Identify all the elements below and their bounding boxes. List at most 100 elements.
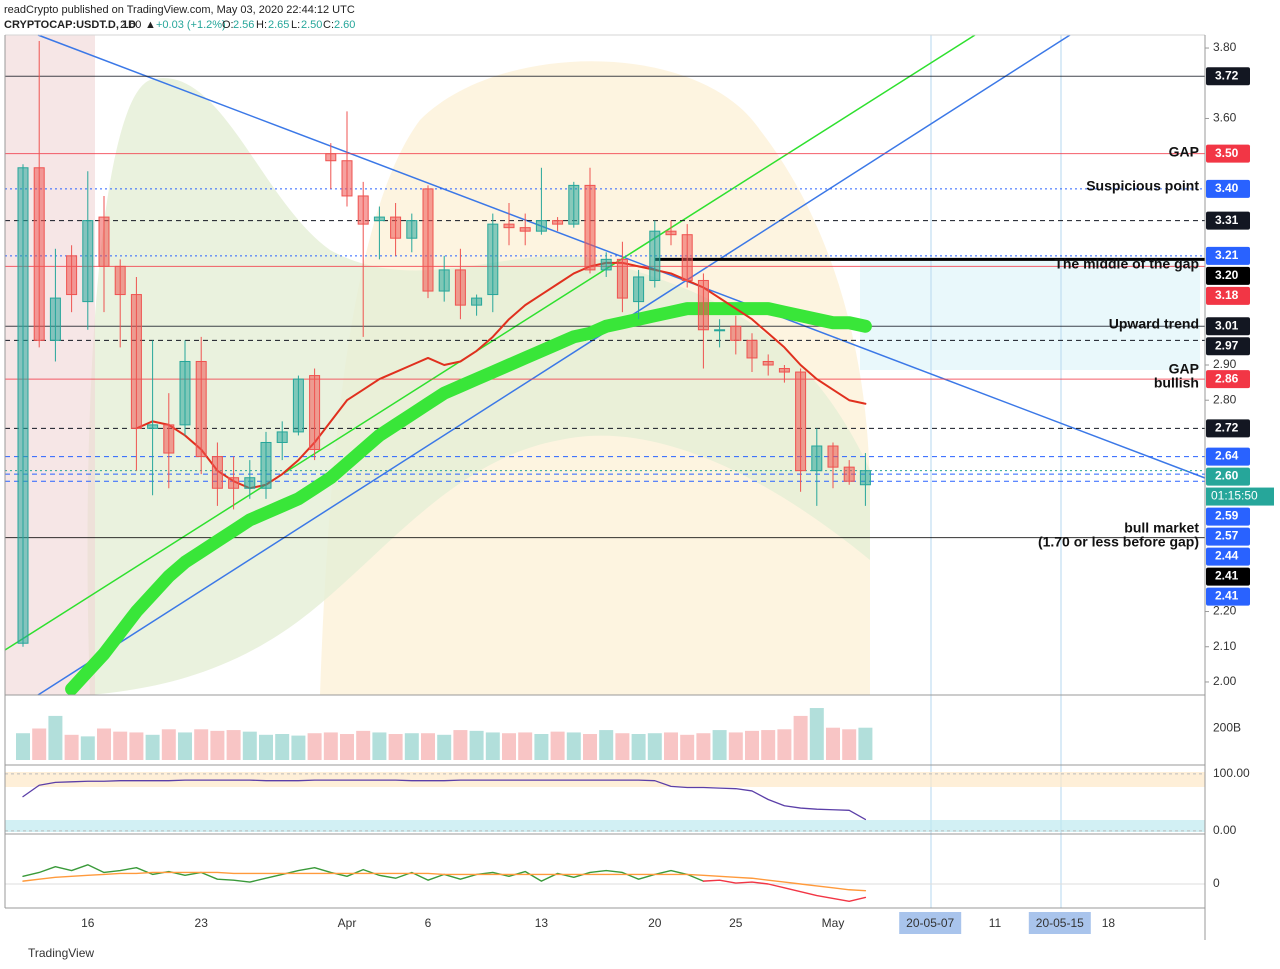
annotation: Upward trend [1109, 316, 1199, 332]
trend-line [37, 34, 1206, 479]
open-label: O: [222, 19, 234, 31]
price-badge-label: 2.64 [1215, 449, 1239, 463]
annotation: Suspicious point [1086, 178, 1199, 194]
x-tick-label: 11 [989, 916, 1002, 930]
candle-body [228, 477, 240, 489]
oscillator-line [22, 871, 867, 892]
price-badge [1206, 447, 1250, 466]
author: readCrypto published on TradingView.com,… [4, 4, 355, 16]
price-badge-label: 2.41 [1215, 589, 1239, 603]
symbol: CRYPTOCAP:USDT.D, 1D [4, 19, 136, 31]
volume-bar [712, 730, 727, 760]
volume-bar [518, 732, 533, 760]
volume-bar [550, 731, 565, 760]
candle-body [454, 269, 466, 306]
price-badge [1206, 467, 1250, 486]
last: 2.60 [120, 19, 141, 31]
y-tick-label: 2.00 [1213, 674, 1237, 688]
volume-bar [145, 734, 160, 760]
x-tick-label: 13 [535, 916, 549, 930]
price-badge-label: 2.57 [1215, 529, 1239, 543]
countdown-badge [1206, 487, 1274, 506]
price-badge [1206, 507, 1250, 526]
volume-bar [631, 734, 646, 760]
candle-body [568, 184, 580, 225]
candle-body [260, 441, 272, 489]
volume-bar [404, 733, 419, 760]
price-badge-label: 3.01 [1215, 318, 1239, 332]
oscillator-line [702, 879, 867, 902]
candle-body [276, 431, 288, 443]
volume-bar [291, 735, 306, 760]
volume-bar [566, 732, 581, 760]
volume-bar [809, 708, 824, 760]
y-tick-label: 3.80 [1213, 40, 1237, 54]
price-badge-label: 2.86 [1215, 371, 1239, 385]
cloud [860, 260, 1200, 370]
volume-bar [793, 715, 808, 760]
candle-body [98, 216, 110, 267]
candle-body [616, 258, 628, 299]
volume-bar [323, 732, 338, 760]
candle-body [697, 279, 709, 331]
x-tick-label: 25 [729, 916, 743, 930]
volume-bar [64, 734, 79, 760]
candle-body [714, 329, 726, 332]
frame [4, 34, 1206, 940]
volume-bar [761, 730, 776, 760]
volume-bar [696, 733, 711, 760]
volume-bar [599, 730, 614, 760]
candle-body [503, 223, 515, 229]
candle-body [827, 445, 839, 468]
volume-bar [534, 734, 549, 760]
price-badge [1206, 567, 1250, 586]
candle-body [535, 220, 547, 232]
candle-body [147, 424, 159, 429]
candle-body [390, 216, 402, 239]
candle-body [211, 456, 223, 489]
candle-body [859, 470, 871, 486]
candle-body [665, 230, 677, 236]
volume-bar [777, 729, 792, 760]
x-tick-label: 20 [648, 916, 662, 930]
x-tick-label: May [822, 916, 845, 930]
marks: 3.80 3.60 2.90 2.80 2.20 2.10 2.00 3.72 3.50 3.40… [5, 40, 1274, 934]
price-badge-label: 2.44 [1215, 549, 1239, 563]
candle-body [130, 294, 142, 429]
candle-body [357, 195, 369, 225]
volume-bar [340, 734, 354, 760]
candle-body [309, 375, 321, 451]
low-label: L: [291, 19, 300, 31]
volume-bar [469, 730, 484, 760]
candle-body [584, 184, 596, 271]
volume-bar [16, 733, 30, 760]
volume-bar [80, 736, 95, 760]
candle-body [795, 371, 807, 472]
price-badge-label: 2.97 [1215, 338, 1239, 352]
price-badge [1206, 547, 1250, 566]
price-badge [1206, 419, 1250, 438]
volume-bar [437, 734, 452, 760]
price-badge-label: 2.60 [1215, 469, 1239, 483]
countdown: 01:15:50 [1211, 489, 1258, 503]
candle-body [519, 227, 531, 232]
candle-body [778, 368, 790, 373]
y-tick-label: 2.10 [1213, 639, 1237, 653]
volume-bar [647, 733, 662, 760]
date-badge [899, 912, 962, 934]
high: 2.65 [268, 19, 289, 31]
x-tick-label: 23 [195, 916, 209, 930]
price-badge [1206, 527, 1250, 546]
close: 2.60 [334, 19, 355, 31]
volume-bar [32, 728, 47, 760]
volume-bar [113, 731, 128, 760]
open: 2.56 [233, 19, 254, 31]
volume-bar [242, 731, 257, 760]
x-tick-label: 20-05-07 [906, 916, 954, 930]
volume-bar [388, 734, 403, 760]
price-badge-label: 3.20 [1215, 268, 1239, 282]
candle-body [341, 160, 353, 197]
y-tick-label: 2.90 [1213, 357, 1237, 371]
price-badge-label: 3.72 [1215, 68, 1239, 82]
x-tick-label: 16 [81, 916, 95, 930]
